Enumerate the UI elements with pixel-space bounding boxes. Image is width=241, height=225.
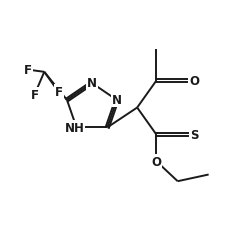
Text: N: N [87, 77, 97, 90]
Text: O: O [189, 75, 199, 88]
Text: F: F [31, 88, 39, 101]
Text: O: O [151, 155, 161, 168]
Text: N: N [112, 94, 122, 107]
Text: F: F [54, 86, 63, 99]
Text: S: S [190, 128, 199, 141]
Text: F: F [24, 64, 32, 77]
Text: NH: NH [65, 121, 85, 134]
